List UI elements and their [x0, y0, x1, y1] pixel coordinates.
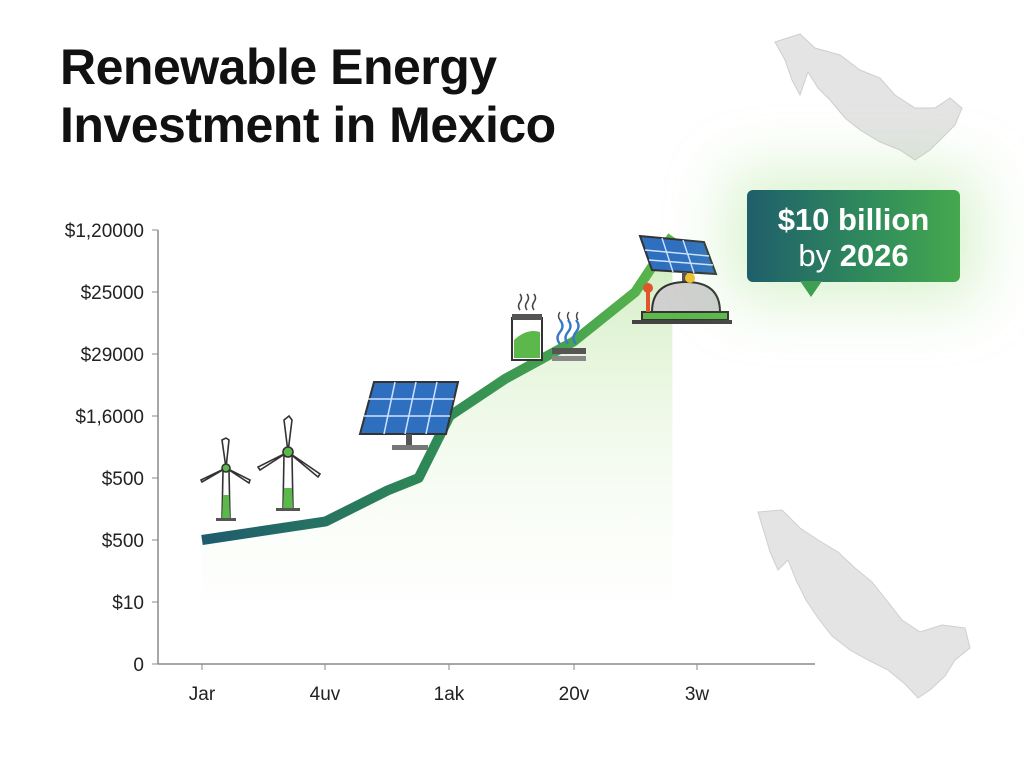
- battery-geothermal-icon: [511, 293, 586, 361]
- y-tick-label: $29000: [81, 345, 144, 366]
- callout-year-line: by 2026: [747, 238, 960, 274]
- x-tick-label: Jar: [189, 684, 216, 705]
- callout-pointer: [800, 281, 822, 297]
- y-axis-labels: 0 $10 $500 $500 $1,6000 $29000 $25000 $1…: [65, 221, 144, 676]
- x-axis-labels: Jar 4uv 1ak 20v 3w: [189, 684, 710, 705]
- callout-amount: $10 billion: [777, 202, 930, 237]
- mexico-map-icon: [774, 33, 963, 161]
- y-tick-label: $25000: [81, 283, 144, 304]
- y-tick-label: $10: [112, 593, 144, 614]
- x-tick-label: 4uv: [310, 684, 341, 705]
- mexico-map-icon: [757, 509, 971, 699]
- y-tick-label: $1,20000: [65, 221, 144, 242]
- solar-power-plant-icon: [632, 234, 732, 324]
- y-axis-ticks: [152, 229, 158, 665]
- x-tick-label: 1ak: [434, 684, 465, 705]
- callout-annotation: $10 billion by 2026: [747, 190, 960, 282]
- y-tick-label: $500: [102, 531, 144, 552]
- x-tick-label: 3w: [685, 684, 710, 705]
- callout-by: by: [798, 238, 832, 273]
- solar-panel-icon: [358, 381, 460, 450]
- y-tick-label: $500: [102, 469, 144, 490]
- wind-turbine-icon: [256, 414, 322, 511]
- callout-year: 2026: [839, 238, 909, 273]
- y-tick-label: $1,6000: [75, 407, 144, 428]
- x-tick-label: 20v: [559, 684, 590, 705]
- title-line-2: Investment in Mexico: [60, 97, 556, 153]
- chart-title: Renewable Energy Investment in Mexico: [60, 38, 556, 154]
- title-line-1: Renewable Energy: [60, 39, 497, 95]
- y-tick-label: 0: [133, 655, 144, 676]
- wind-turbine-icon: [199, 437, 251, 521]
- x-axis-ticks: [201, 664, 698, 670]
